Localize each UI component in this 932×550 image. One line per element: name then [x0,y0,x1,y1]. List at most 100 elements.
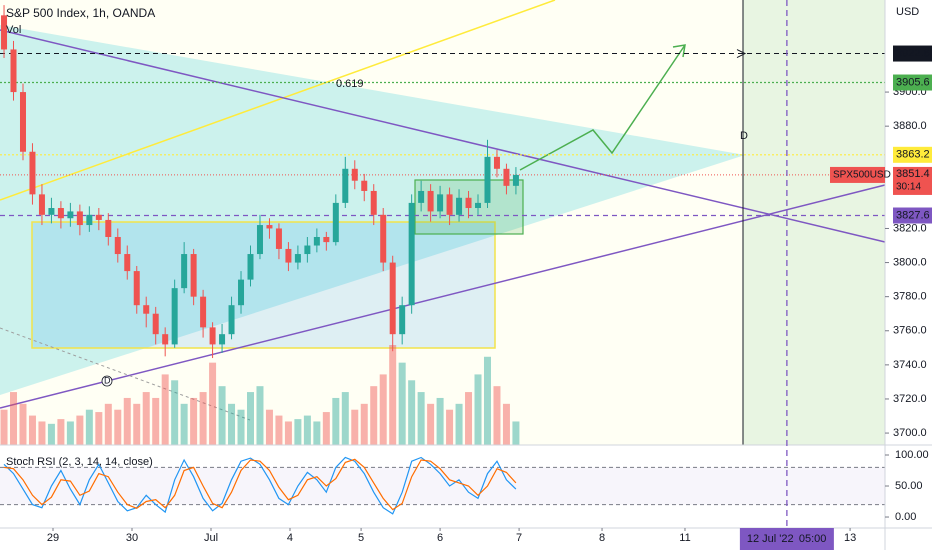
candle-body [427,190,434,212]
volume-bar [303,415,311,445]
stoch-line [3,456,517,515]
candle-body [266,225,273,229]
stoch-tick-label: 100.00 [895,449,929,461]
trend-line[interactable] [0,184,886,409]
candle-body [238,279,245,306]
candle-body [162,334,169,345]
x-tick-label: 8 [599,532,605,544]
volume-bar [218,386,226,445]
candle-body [190,254,197,297]
volume-bar [171,380,179,445]
x-tick-label: 13 [844,532,856,544]
price-label-bg [893,74,932,91]
pattern-label: D [104,375,111,385]
candle-body [1,15,8,50]
y-tick-label: 3780.0 [893,291,927,303]
volume-bar [38,421,46,445]
volume-bar [436,397,444,445]
volume-bar [360,403,368,445]
price-label: 3905.6 [896,76,930,88]
volume-bar [313,421,321,445]
candle-body [19,92,26,152]
x-tick-label: 11 [679,532,690,544]
x-tick-label: Jul [204,532,218,544]
candle-body [152,313,159,335]
candle-body [105,219,112,237]
price-label-bg [893,207,932,224]
y-tick-label: 3740.0 [893,359,927,371]
candle-body [219,334,226,345]
candle-body [275,228,282,249]
volume-bar [351,409,359,445]
price-label-bg [893,146,932,163]
stoch-tick-label: 0.00 [895,511,916,523]
volume-bar [66,421,74,445]
candle-body [304,245,311,255]
volume-bar [152,397,160,445]
x-tick-label: 6 [437,532,443,544]
candle-body [38,194,45,215]
volume-bar [199,392,207,445]
fib-label: 0.619 [336,78,364,90]
volume-bar [417,392,425,445]
y-tick-label: 3820.0 [893,222,927,234]
x-tick-label: 30 [126,532,138,544]
volume-bar [142,392,150,445]
cursor-label-bg [739,528,834,550]
candle-body [399,305,406,335]
volume-bar [133,403,141,445]
volume-bar [237,409,245,445]
last-price-bg [893,166,932,195]
candle-body [29,151,36,195]
volume-label: Vol [6,24,21,36]
symbol-label-bg [830,166,885,183]
volume-bar [332,397,340,445]
volume-bar [228,403,236,445]
trend-line[interactable] [0,0,556,201]
candle-body [342,168,349,203]
projection-path[interactable] [519,44,686,171]
candle-body [512,174,519,186]
candle-body [484,156,491,203]
candle-body [475,202,482,209]
candle-body [294,254,301,263]
candle-body [437,194,444,212]
candle-body [76,211,83,226]
volume-bar [104,403,112,445]
stoch-line [3,458,517,511]
trend-line[interactable] [0,327,251,421]
volume-bar [322,412,330,445]
candle-body [503,168,510,186]
y-axis-label: USD [896,6,919,18]
trend-line[interactable] [0,29,886,243]
range-box[interactable] [31,221,496,349]
price-label: 3922.6 [896,47,930,59]
candle-body [48,208,55,215]
forecast-zone [743,0,885,445]
volume-bar [246,392,254,445]
candle-body [256,225,263,255]
y-tick-label: 3800.0 [893,256,927,268]
candle-body [418,190,425,203]
candle-body [114,236,121,255]
volume-bar [455,403,463,445]
candle-body [446,194,453,215]
price-label: 3863.2 [896,149,930,161]
candle-body [332,202,339,243]
volume-bar [389,345,397,445]
candle-body [143,305,150,314]
x-tick-label: 7 [516,532,522,544]
volume-bar [512,421,520,445]
arrow-head [672,44,686,58]
candle-body [67,211,74,219]
volume-bar [341,392,349,445]
candle-body [86,214,93,226]
symbol-label: SPX500USD [833,170,891,181]
volume-bar [85,409,93,445]
x-tick-label: 4 [287,532,293,544]
candle-body [133,271,140,306]
price-label: 3827.6 [896,209,930,221]
volume-bar [446,409,454,445]
stoch-title: Stoch RSI (2, 3, 14, 14, close) [6,456,153,468]
